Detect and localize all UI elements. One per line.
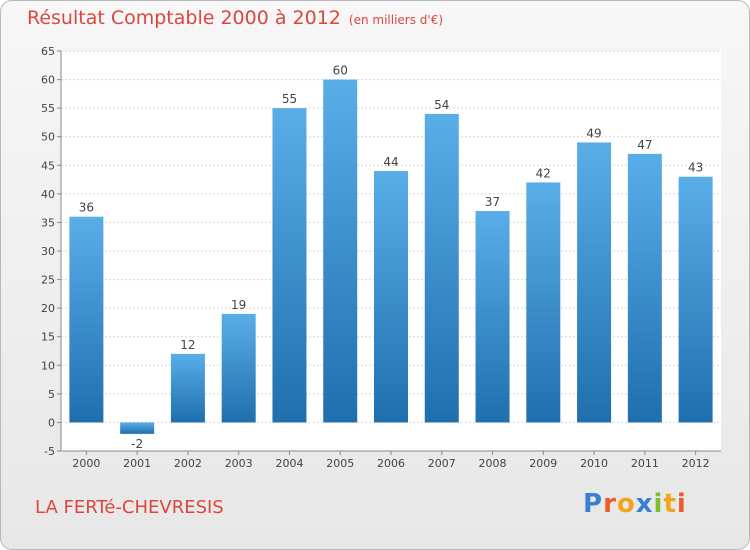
y-tick-label: 35 — [41, 216, 55, 229]
x-tick-label: 2011 — [631, 457, 659, 470]
chart-title: Résultat Comptable 2000 à 2012 (en millie… — [27, 7, 443, 29]
bar-2010 — [577, 142, 612, 423]
y-tick-label: 55 — [41, 102, 55, 115]
x-tick-label: 2003 — [225, 457, 253, 470]
y-tick-label: 45 — [41, 159, 55, 172]
y-tick-label: 15 — [41, 331, 55, 344]
logo-letter: t — [663, 489, 677, 519]
y-tick-label: 65 — [41, 45, 55, 58]
y-tick-label: 40 — [41, 188, 55, 201]
chart-subtitle: (en milliers d'€) — [348, 13, 444, 27]
place-name: LA FERTé-CHEVRESIS — [35, 497, 224, 518]
x-tick-label: 2009 — [529, 457, 557, 470]
data-label-2006: 44 — [383, 155, 398, 169]
proxiti-logo[interactable]: Proxiti — [583, 489, 687, 519]
logo-letter: P — [583, 489, 604, 519]
data-label-2011: 47 — [637, 138, 652, 152]
x-tick-label: 2004 — [275, 457, 303, 470]
title-text: Résultat Comptable 2000 à 2012 — [27, 7, 341, 29]
x-tick-label: 2005 — [326, 457, 354, 470]
x-tick-label: 2007 — [428, 457, 456, 470]
data-label-2012: 43 — [688, 161, 703, 175]
bar-2007 — [424, 113, 459, 423]
bar-2006 — [374, 171, 408, 423]
y-tick-label: 20 — [41, 302, 55, 315]
bar-2003 — [221, 313, 256, 423]
x-tick-label: 2010 — [580, 457, 608, 470]
logo-letter: i — [653, 489, 664, 519]
x-tick-label: 2008 — [479, 457, 507, 470]
y-tick-label: 5 — [48, 388, 55, 401]
x-tick-label: 2012 — [682, 457, 710, 470]
data-label-2008: 37 — [485, 195, 500, 209]
bar-2002 — [170, 353, 205, 423]
x-tick-label: 2000 — [72, 457, 100, 470]
bar-2004 — [272, 108, 307, 423]
y-tick-label: -5 — [44, 445, 55, 458]
y-tick-label: 25 — [41, 274, 55, 287]
data-labels: 36 -2 12 19 55 60 44 54 37 42 49 47 43 — [79, 64, 704, 451]
bar-2001 — [120, 422, 155, 434]
logo-letter: o — [616, 489, 636, 519]
bar-2008 — [475, 211, 510, 423]
x-tick-label: 2001 — [123, 457, 151, 470]
data-label-2000: 36 — [79, 201, 94, 215]
y-tick-label: 10 — [41, 359, 55, 372]
data-label-2005: 60 — [333, 64, 348, 78]
data-label-2001: -2 — [131, 437, 143, 451]
data-label-2010: 49 — [586, 126, 601, 140]
bar-2005 — [323, 79, 358, 423]
y-tick-label: 60 — [41, 74, 55, 87]
data-label-2003: 19 — [231, 298, 246, 312]
bars — [69, 79, 713, 434]
data-label-2002: 12 — [180, 338, 195, 352]
y-tick-label: 50 — [41, 131, 55, 144]
x-tick-label: 2002 — [174, 457, 202, 470]
data-label-2004: 55 — [282, 92, 297, 106]
data-label-2007: 54 — [434, 98, 449, 112]
bar-2011 — [627, 153, 662, 423]
y-tick-label: 0 — [48, 416, 55, 429]
axes: -5 0 5 10 15 20 25 30 35 40 45 50 55 60 65 2000 2001 2002… — [41, 45, 721, 470]
data-label-2009: 42 — [536, 166, 551, 180]
bar-2000 — [69, 216, 104, 423]
y-tick-label: 30 — [41, 245, 55, 258]
logo-letter: r — [603, 489, 617, 519]
bar-2012 — [678, 176, 713, 423]
x-tick-label: 2006 — [377, 457, 405, 470]
logo-letter: i — [676, 489, 687, 519]
bar-2009 — [526, 182, 561, 423]
logo-letter: x — [635, 489, 654, 519]
